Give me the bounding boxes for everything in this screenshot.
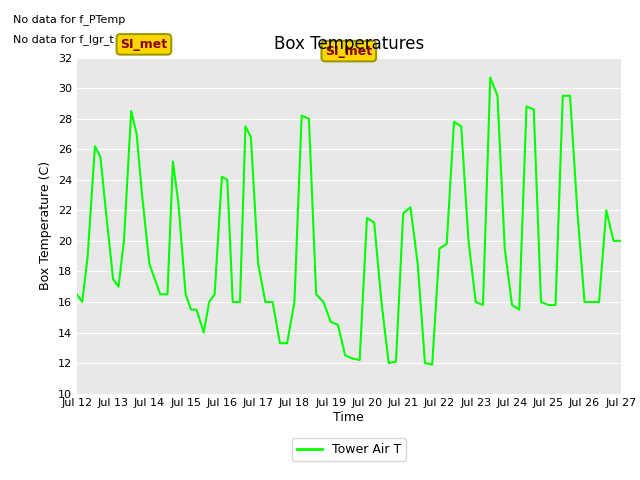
Text: No data for f_lgr_t: No data for f_lgr_t <box>13 34 113 45</box>
Legend: Tower Air T: Tower Air T <box>292 438 406 461</box>
Text: No data for f_PTemp: No data for f_PTemp <box>13 14 125 25</box>
X-axis label: Time: Time <box>333 411 364 424</box>
Text: SI_met: SI_met <box>325 45 372 58</box>
Y-axis label: Box Temperature (C): Box Temperature (C) <box>39 161 52 290</box>
Text: SI_met: SI_met <box>120 38 168 51</box>
Title: Box Temperatures: Box Temperatures <box>274 35 424 53</box>
